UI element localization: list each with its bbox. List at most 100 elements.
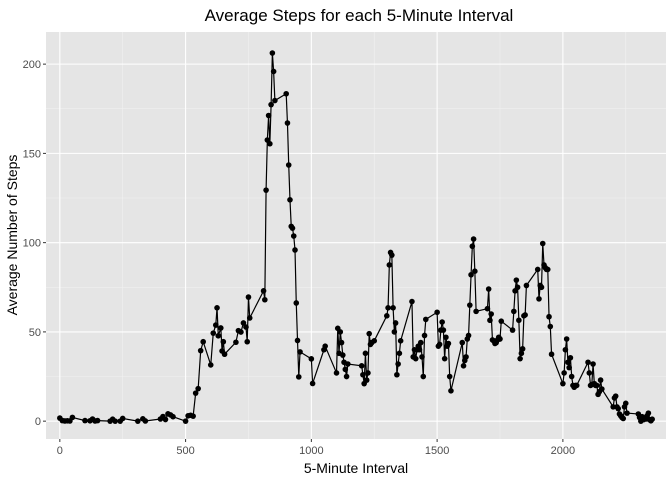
data-point bbox=[337, 329, 344, 335]
data-point bbox=[371, 338, 378, 344]
data-point bbox=[498, 318, 505, 324]
data-point bbox=[362, 350, 369, 357]
data-point bbox=[200, 338, 206, 345]
data-point bbox=[94, 417, 101, 424]
x-axis: 0 500 1000 1500 2000 bbox=[57, 439, 575, 457]
data-point bbox=[567, 354, 574, 361]
data-point bbox=[585, 359, 591, 366]
data-point bbox=[649, 416, 655, 422]
data-point bbox=[420, 373, 427, 380]
data-point bbox=[423, 316, 429, 323]
data-point bbox=[287, 197, 293, 203]
data-point bbox=[397, 338, 404, 344]
data-point bbox=[459, 339, 466, 346]
data-point bbox=[322, 343, 328, 349]
data-point bbox=[523, 282, 530, 289]
data-point bbox=[270, 68, 277, 75]
data-point bbox=[468, 271, 474, 278]
data-point bbox=[243, 324, 249, 330]
data-point bbox=[214, 305, 220, 311]
data-point bbox=[238, 329, 244, 335]
data-point bbox=[445, 340, 452, 347]
data-point bbox=[622, 400, 629, 407]
data-point bbox=[561, 370, 567, 376]
data-point bbox=[295, 374, 302, 380]
data-point bbox=[439, 319, 445, 325]
data-point bbox=[441, 355, 448, 362]
data-point bbox=[485, 286, 492, 292]
data-point bbox=[268, 101, 274, 108]
data-point bbox=[446, 373, 453, 380]
data-point bbox=[333, 370, 340, 376]
y-axis-title: Average Number of Steps bbox=[4, 155, 20, 316]
data-point bbox=[265, 112, 272, 119]
data-point bbox=[182, 418, 189, 424]
data-point bbox=[409, 298, 415, 305]
data-point bbox=[218, 325, 224, 331]
data-point bbox=[162, 416, 169, 423]
data-point bbox=[516, 317, 522, 324]
data-point bbox=[586, 370, 593, 376]
data-point bbox=[536, 296, 542, 302]
data-point bbox=[262, 296, 268, 303]
data-point bbox=[546, 313, 552, 320]
y-tick-label: 50 bbox=[29, 327, 41, 339]
data-point bbox=[284, 120, 291, 126]
data-point bbox=[386, 262, 393, 268]
data-point bbox=[112, 418, 118, 424]
data-point bbox=[82, 417, 88, 424]
data-point bbox=[263, 187, 269, 193]
data-points bbox=[57, 50, 655, 424]
data-point bbox=[392, 320, 399, 326]
data-point bbox=[470, 236, 477, 242]
data-point bbox=[260, 288, 267, 294]
data-point bbox=[465, 332, 472, 339]
data-point bbox=[497, 336, 503, 342]
data-point bbox=[244, 338, 251, 345]
data-point bbox=[518, 350, 525, 357]
data-point bbox=[440, 327, 447, 333]
data-point bbox=[293, 300, 300, 306]
x-tick-label: 1500 bbox=[425, 445, 449, 457]
data-point bbox=[534, 266, 541, 273]
y-axis: 0 50 100 150 200 bbox=[23, 59, 46, 428]
data-point bbox=[297, 349, 303, 355]
data-point bbox=[267, 140, 273, 147]
data-point bbox=[343, 373, 350, 380]
data-point bbox=[509, 327, 516, 333]
x-tick-label: 2000 bbox=[551, 445, 575, 457]
data-point bbox=[599, 386, 605, 392]
y-tick-label: 100 bbox=[23, 238, 41, 250]
data-point bbox=[360, 371, 366, 378]
data-point bbox=[469, 243, 476, 250]
data-point bbox=[396, 350, 403, 357]
data-point bbox=[560, 380, 566, 387]
data-point bbox=[142, 418, 149, 424]
data-point bbox=[620, 415, 627, 422]
data-point bbox=[443, 334, 449, 341]
data-point bbox=[434, 309, 440, 316]
data-point bbox=[358, 363, 365, 369]
data-point bbox=[345, 361, 351, 367]
data-point bbox=[220, 338, 227, 345]
data-point bbox=[215, 333, 222, 339]
data-point bbox=[519, 346, 526, 352]
data-point bbox=[365, 370, 371, 376]
data-point bbox=[563, 336, 570, 342]
data-point bbox=[233, 339, 239, 346]
data-point bbox=[338, 339, 345, 346]
data-point bbox=[547, 323, 554, 330]
data-point bbox=[421, 332, 428, 339]
data-point bbox=[590, 361, 596, 367]
data-point bbox=[292, 247, 298, 253]
data-point bbox=[135, 418, 141, 424]
data-point bbox=[473, 308, 479, 315]
data-point bbox=[573, 382, 580, 389]
data-point bbox=[460, 363, 467, 369]
data-point bbox=[568, 373, 575, 380]
data-point bbox=[207, 362, 214, 368]
data-point bbox=[294, 337, 301, 344]
data-point bbox=[538, 284, 545, 291]
data-point bbox=[612, 393, 619, 399]
